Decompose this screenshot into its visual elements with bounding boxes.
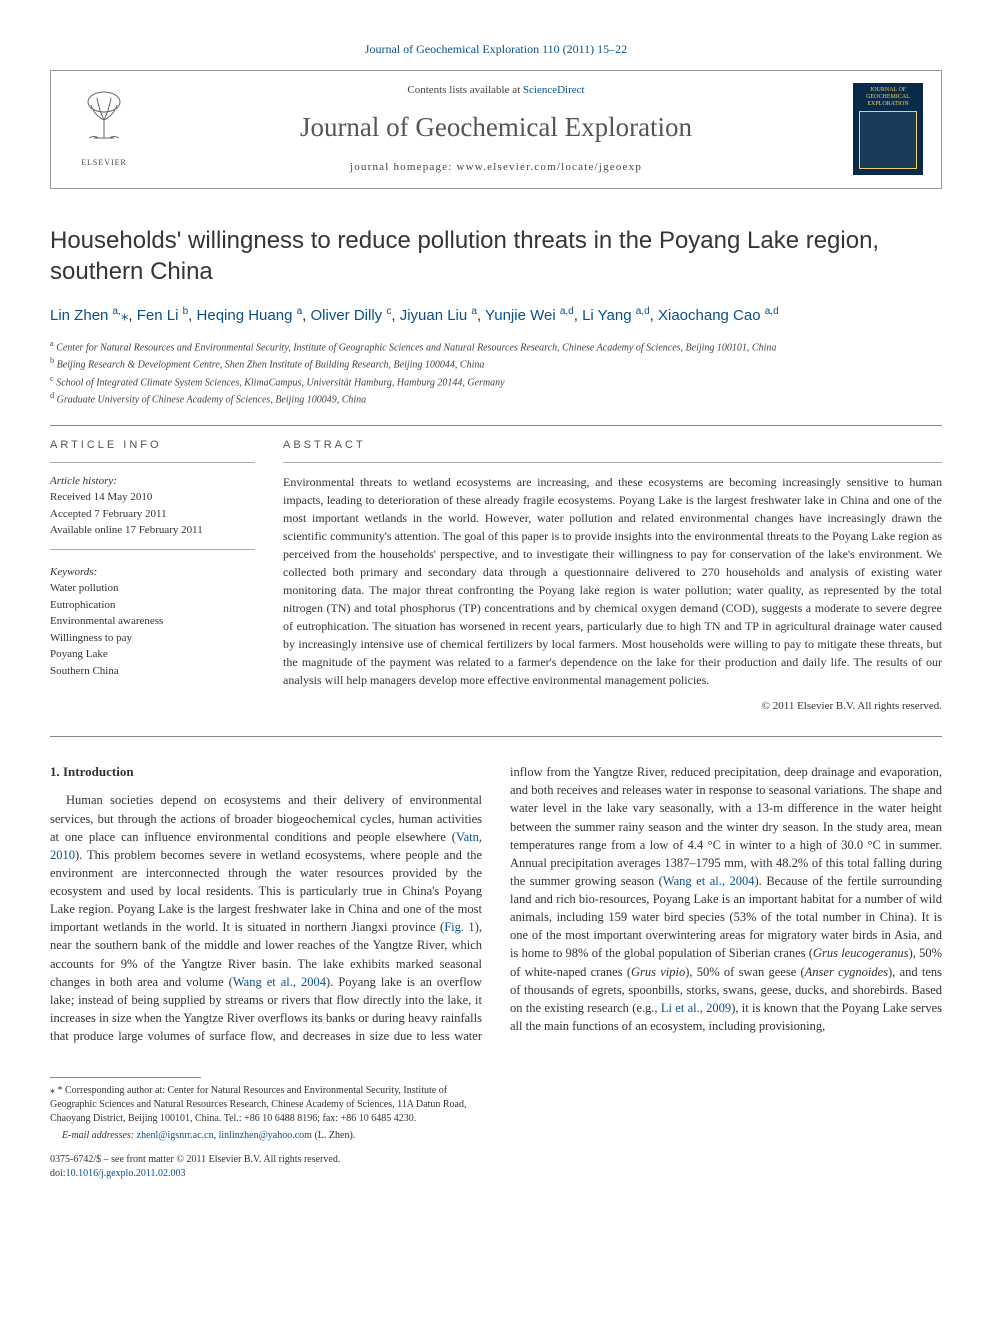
divider [50, 736, 942, 737]
divider [50, 425, 942, 426]
author-link[interactable]: Fen Li [137, 307, 179, 324]
abstract-heading: ABSTRACT [283, 438, 942, 453]
abstract-copyright: © 2011 Elsevier B.V. All rights reserved… [283, 699, 942, 714]
article-history: Article history: Received 14 May 2010 Ac… [50, 473, 255, 539]
front-matter-meta: 0375-6742/$ – see front matter © 2011 El… [50, 1153, 482, 1181]
article-info-heading: ARTICLE INFO [50, 438, 255, 453]
divider [50, 549, 255, 550]
journal-cover-thumbnail: JOURNAL OF GEOCHEMICAL EXPLORATION [853, 83, 923, 175]
citation-link[interactable]: Vatn, 2010 [50, 830, 482, 862]
section-heading: 1. Introduction [50, 763, 482, 781]
article-body: 1. Introduction Human societies depend o… [50, 763, 942, 1045]
author-link[interactable]: Jiyuan Liu [400, 307, 468, 324]
citation-link[interactable]: Li et al., 2009 [661, 1001, 731, 1015]
journal-citation-link[interactable]: Journal of Geochemical Exploration 110 (… [365, 42, 627, 56]
author-link[interactable]: Oliver Dilly [311, 307, 383, 324]
author-link[interactable]: Xiaochang Cao [658, 307, 761, 324]
elsevier-wordmark: ELSEVIER [81, 157, 127, 168]
footnote-divider [50, 1077, 201, 1078]
author-link[interactable]: Lin Zhen [50, 307, 108, 324]
contents-line: Contents lists available at ScienceDirec… [139, 83, 853, 98]
corresponding-author-note: ⁎ * Corresponding author at: Center for … [50, 1084, 482, 1143]
elsevier-tree-icon [79, 90, 129, 155]
email-link[interactable]: zhenl@igsnrr.ac.cn [137, 1130, 214, 1141]
sciencedirect-link[interactable]: ScienceDirect [523, 84, 585, 96]
citation-link[interactable]: Wang et al., 2004 [663, 874, 755, 888]
divider [50, 462, 255, 463]
doi-link[interactable]: 10.1016/j.gexplo.2011.02.003 [66, 1168, 186, 1179]
body-paragraph: Human societies depend on ecosystems and… [50, 763, 942, 1045]
author-link[interactable]: Heqing Huang [197, 307, 293, 324]
elsevier-logo: ELSEVIER [69, 90, 139, 168]
author-link[interactable]: Yunjie Wei [485, 307, 556, 324]
journal-header: ELSEVIER Contents lists available at Sci… [50, 70, 942, 189]
keywords-block: Keywords: Water pollution Eutrophication… [50, 564, 255, 680]
affiliations: a Center for Natural Resources and Envir… [50, 338, 942, 407]
citation-link[interactable]: Wang et al., 2004 [233, 975, 326, 989]
author-list: Lin Zhen a,⁎, Fen Li b, Heqing Huang a, … [50, 305, 942, 326]
divider [283, 462, 942, 463]
journal-name: Journal of Geochemical Exploration [139, 109, 853, 147]
journal-citation: Journal of Geochemical Exploration 110 (… [50, 40, 942, 58]
figure-link[interactable]: Fig. 1 [444, 920, 474, 934]
author-link[interactable]: Li Yang [582, 307, 632, 324]
abstract-text: Environmental threats to wetland ecosyst… [283, 473, 942, 689]
journal-homepage: journal homepage: www.elsevier.com/locat… [139, 160, 853, 175]
article-title: Households' willingness to reduce pollut… [50, 225, 942, 287]
email-link[interactable]: linlinzhen@yahoo.com [219, 1130, 312, 1141]
